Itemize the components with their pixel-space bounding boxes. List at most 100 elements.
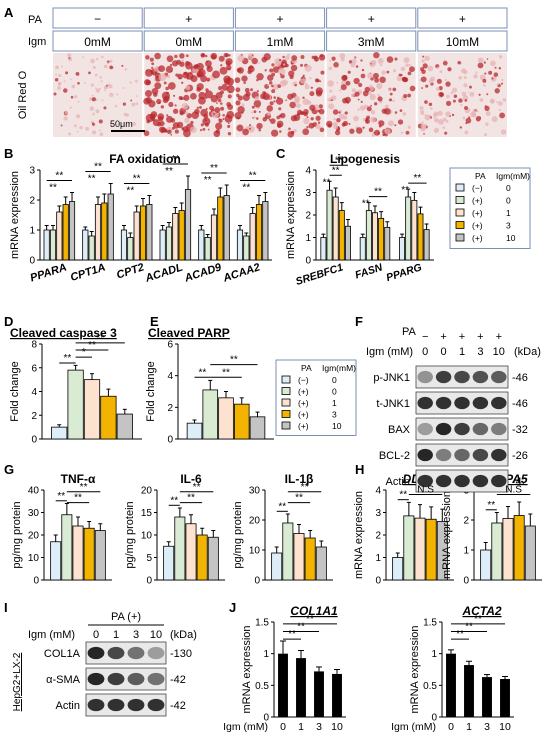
- bar: [502, 518, 514, 581]
- legend-swatch: [281, 387, 291, 395]
- y-tick-label: 3: [305, 188, 311, 199]
- blot-f-igm-label: Igm (mM): [366, 346, 413, 358]
- bar-chart-D: Cleaved caspase 3 0 2 4 6 8 Fold change: [9, 326, 142, 446]
- legend-swatch: [455, 233, 465, 242]
- bar: [236, 229, 244, 261]
- legend-igm: 1: [332, 398, 337, 408]
- y-tick-label: 0: [167, 435, 173, 446]
- blot-row-label: α-SMA: [46, 674, 81, 686]
- bar: [332, 673, 342, 717]
- y-tick-label: 10: [28, 553, 40, 564]
- y-tick-label: 2: [167, 403, 173, 414]
- legend-head-pa: PA: [301, 363, 312, 373]
- sig-label: **: [295, 493, 303, 504]
- oil-igm-cell: [234, 30, 326, 52]
- blot-kda-label: -42: [170, 674, 186, 686]
- bar: [43, 229, 50, 261]
- legend-igm: 10: [332, 421, 342, 431]
- legend-swatch: [281, 398, 291, 407]
- bar: [116, 413, 133, 440]
- y-axis-label: mRNA expression: [409, 625, 421, 713]
- legend-igm: 0: [332, 375, 337, 385]
- blot-f-igm-value: 10: [493, 346, 505, 358]
- bar: [425, 518, 437, 581]
- chart-title: Cleaved caspase 3: [10, 326, 117, 340]
- blot-i-igm-value: 0: [93, 629, 99, 641]
- blot-band: [435, 448, 452, 462]
- bar: [320, 237, 327, 261]
- sig-label: **: [96, 333, 104, 344]
- panel-letter-a: A: [4, 5, 14, 20]
- bar: [414, 517, 426, 581]
- y-tick-label: 1: [29, 226, 35, 237]
- bar: [163, 545, 175, 581]
- oil-micrograph: [234, 53, 326, 138]
- y-axis-label: pg/mg protein: [124, 501, 136, 568]
- bar: [271, 552, 283, 581]
- bar: [82, 229, 89, 261]
- oil-igm-cell: [417, 30, 508, 52]
- bar: [372, 212, 378, 261]
- chart-title: TNF-α: [61, 472, 96, 486]
- x-tick-label: 10: [499, 721, 511, 733]
- sig-label: **: [335, 155, 343, 166]
- y-axis-label: Fold change: [9, 361, 21, 422]
- bar: [262, 201, 269, 261]
- blot-i-pa-label: PA (+): [111, 611, 141, 623]
- y-tick-label: 2: [463, 516, 469, 527]
- bar: [50, 541, 62, 581]
- y-tick-label: 0: [431, 713, 437, 724]
- legend-pa: (+): [472, 221, 483, 231]
- oil-igm-value: 3mM: [358, 35, 385, 49]
- blot-row-label: BAX: [388, 424, 411, 436]
- bar: [94, 204, 102, 261]
- x-tick-label: 0: [448, 721, 454, 733]
- y-tick-label: 1.5: [255, 618, 269, 629]
- panel-a-oil-red-o: PA Igm − 0mM +0mM +1mM +3mM +10mM Oil Red O 5…: [17, 7, 508, 138]
- bar: [399, 237, 406, 261]
- blot-band: [454, 370, 470, 384]
- sig-star: **: [126, 186, 134, 197]
- sig-label: **: [374, 187, 382, 198]
- category-label: ACADL: [143, 261, 185, 285]
- y-tick-label: 2: [375, 531, 381, 542]
- sig-star: **: [165, 166, 173, 177]
- legend-swatch: [455, 183, 465, 192]
- category-label: SREBFC1: [294, 261, 344, 288]
- x-tick-label: 3: [484, 721, 490, 733]
- sig-label: **: [170, 495, 178, 506]
- bar: [524, 525, 536, 581]
- bar: [223, 195, 230, 261]
- blot-kda-label: -42: [170, 700, 186, 712]
- legend-swatch: [281, 375, 291, 384]
- bar: [403, 515, 415, 581]
- western-blot-i: COL1A -130 α-SMA -42 Actin -42 PA (+) Igm (mM) (…: [12, 611, 197, 717]
- bar: [94, 530, 106, 581]
- blot-f-pa-value: +: [477, 331, 483, 343]
- legend-head-pa: PA: [475, 171, 486, 181]
- bar: [255, 204, 263, 261]
- bar: [243, 235, 250, 261]
- oil-pa-cell: [417, 7, 508, 29]
- legend-pa: (−): [298, 375, 309, 385]
- bar-chart-G3: IL-1β 0 10 20 30 pg/mg protein: [232, 472, 333, 587]
- legend-pa: (+): [472, 196, 483, 206]
- bar: [378, 217, 385, 261]
- blot-i-side-label: HepG2+LX-2: [12, 652, 23, 711]
- bar: [464, 665, 474, 717]
- legend-pa: (−): [472, 183, 483, 193]
- blot-kda-label: -46: [512, 372, 528, 384]
- blot-row-label: BCL-2: [379, 450, 410, 462]
- bar: [218, 397, 234, 440]
- blot-band: [87, 646, 105, 660]
- legend-pa: (+): [472, 208, 483, 218]
- bar: [249, 213, 256, 261]
- y-tick-label: 1: [305, 233, 311, 244]
- chart-title: Lipogenesis: [330, 152, 400, 166]
- bar: [178, 210, 185, 261]
- y-tick-label: 1: [463, 546, 469, 557]
- sig-label: **: [94, 162, 102, 173]
- blot-band: [417, 422, 433, 436]
- blot-band: [417, 448, 433, 462]
